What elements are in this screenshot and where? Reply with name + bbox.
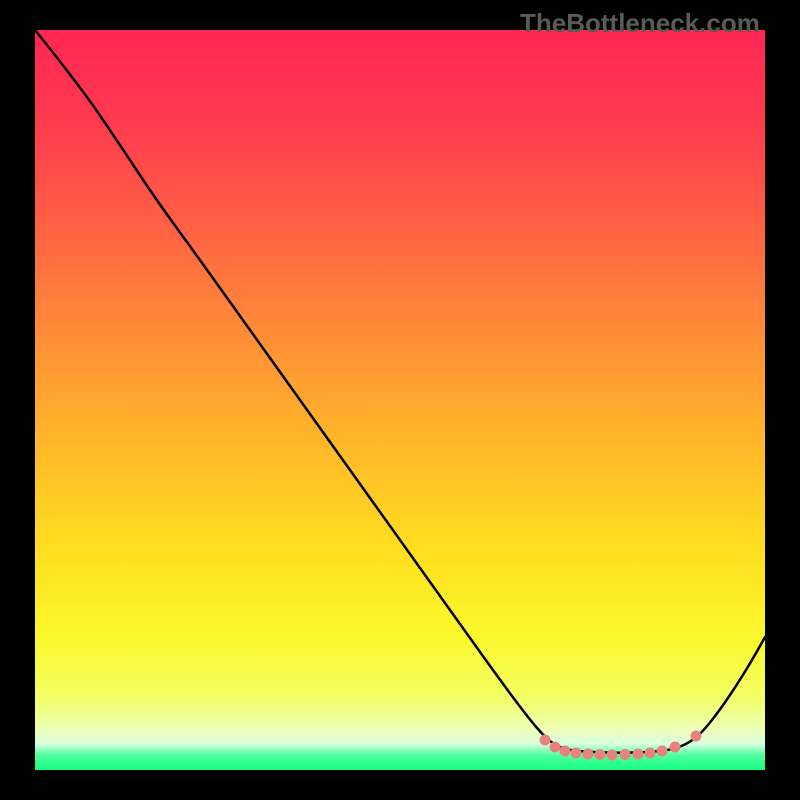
highlight-marker [540,735,551,746]
highlight-marker [607,750,618,761]
highlight-marker [560,746,571,757]
highlight-marker [583,749,594,760]
bottleneck-chart-svg [0,0,800,800]
highlight-marker [670,742,681,753]
highlight-marker [550,742,561,753]
highlight-marker [571,748,582,759]
highlight-marker [657,746,668,757]
highlight-marker [633,749,644,760]
highlight-marker [595,749,606,760]
gradient-plot-area [35,30,765,770]
highlight-marker [645,748,656,759]
highlight-marker [691,731,702,742]
highlight-marker [620,749,631,760]
watermark-text: TheBottleneck.com [520,8,760,39]
